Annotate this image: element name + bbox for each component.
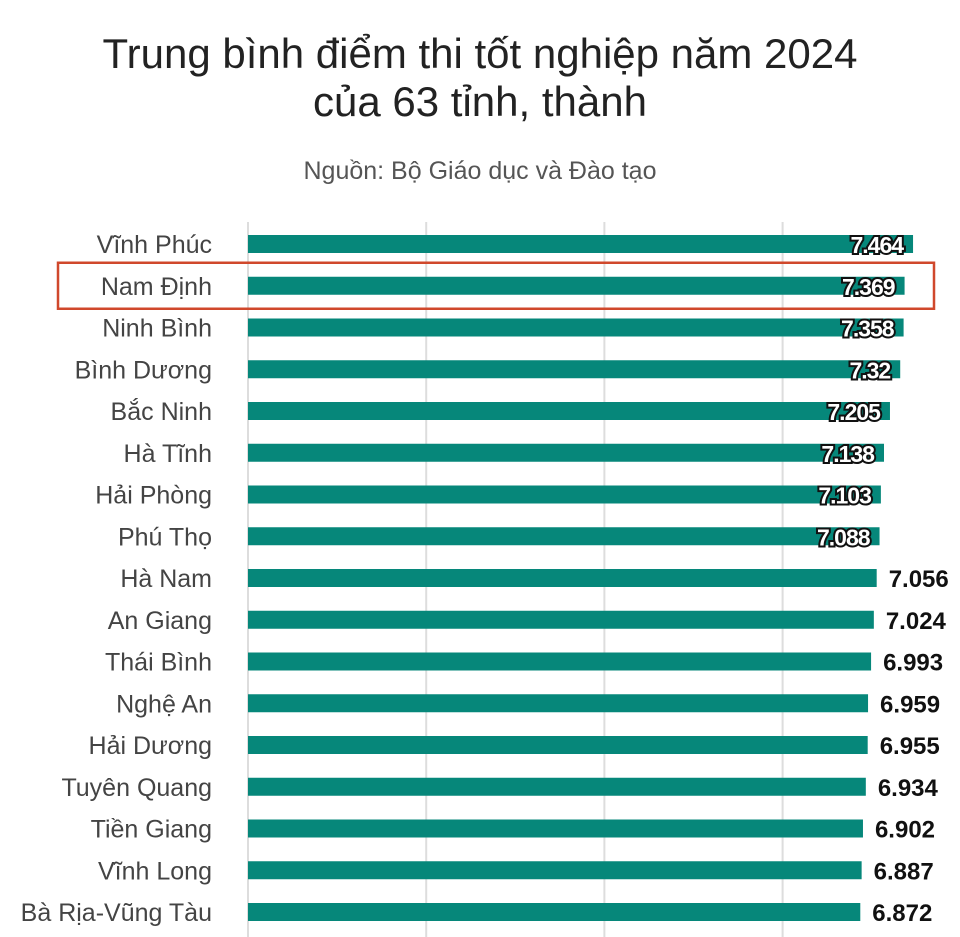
value-label: 6.955 <box>880 733 940 760</box>
value-label: 6.993 <box>883 650 943 677</box>
bar <box>248 402 890 420</box>
bar <box>248 736 868 754</box>
value-label: 7.103 <box>818 483 871 509</box>
category-label: Bà Rịa-Vũng Tàu <box>21 899 212 927</box>
bar <box>248 861 862 880</box>
value-label: 7.024 <box>886 608 947 635</box>
value-label: 7.205 <box>827 399 881 425</box>
category-label: Ninh Bình <box>102 315 212 343</box>
category-label: Tiền Giang <box>91 816 212 844</box>
value-label: 6.872 <box>872 900 932 927</box>
value-label: 6.934 <box>878 775 939 802</box>
bar <box>248 527 880 546</box>
value-label: 6.902 <box>875 817 935 844</box>
bar <box>248 777 866 796</box>
category-label: Bình Dương <box>75 356 212 384</box>
category-label: Tuyên Quang <box>61 774 212 802</box>
value-label: 6.887 <box>874 858 934 885</box>
category-label: Hà Nam <box>120 565 212 593</box>
category-label: Hải Phòng <box>95 482 212 510</box>
bar <box>248 652 872 671</box>
bar <box>248 610 874 629</box>
bar <box>248 819 863 838</box>
category-label: Nam Định <box>101 273 212 301</box>
bar <box>248 443 884 462</box>
category-label: Bắc Ninh <box>111 397 212 426</box>
value-label: 7.358 <box>841 316 895 342</box>
bar <box>248 569 877 587</box>
value-label: 7.369 <box>842 274 895 300</box>
highlight-box <box>56 261 936 310</box>
chart-title-line-1: Trung bình điểm thi tốt nghiệp năm 2024 <box>102 30 858 77</box>
category-label: Vĩnh Phúc <box>97 231 212 259</box>
value-label: 7.464 <box>850 232 904 258</box>
category-label: Hà Tĩnh <box>124 440 212 468</box>
value-label: 6.959 <box>880 691 940 718</box>
chart-title: Trung bình điểm thi tốt nghiệp năm 2024 … <box>0 30 960 126</box>
category-label: Vĩnh Long <box>98 857 212 885</box>
chart-subtitle: Nguồn: Bộ Giáo dục và Đào tạo <box>303 157 657 185</box>
category-label: Hải Dương <box>89 732 212 760</box>
value-label: 7.32 <box>849 357 890 383</box>
bar <box>248 318 904 337</box>
category-label: Thái Bình <box>105 649 212 677</box>
value-label: 7.056 <box>889 566 949 593</box>
bar <box>248 235 914 253</box>
bar <box>248 694 869 713</box>
chart-title-line-2: của 63 tỉnh, thành <box>313 78 647 125</box>
bar <box>248 903 861 921</box>
category-label: Phú Thọ <box>118 523 212 551</box>
category-label: Nghệ An <box>116 690 212 718</box>
bar <box>248 360 901 379</box>
value-label: 7.138 <box>821 441 875 467</box>
value-label: 7.088 <box>817 524 871 550</box>
category-label: An Giang <box>108 607 212 635</box>
bar <box>248 485 881 504</box>
bar <box>248 276 905 295</box>
